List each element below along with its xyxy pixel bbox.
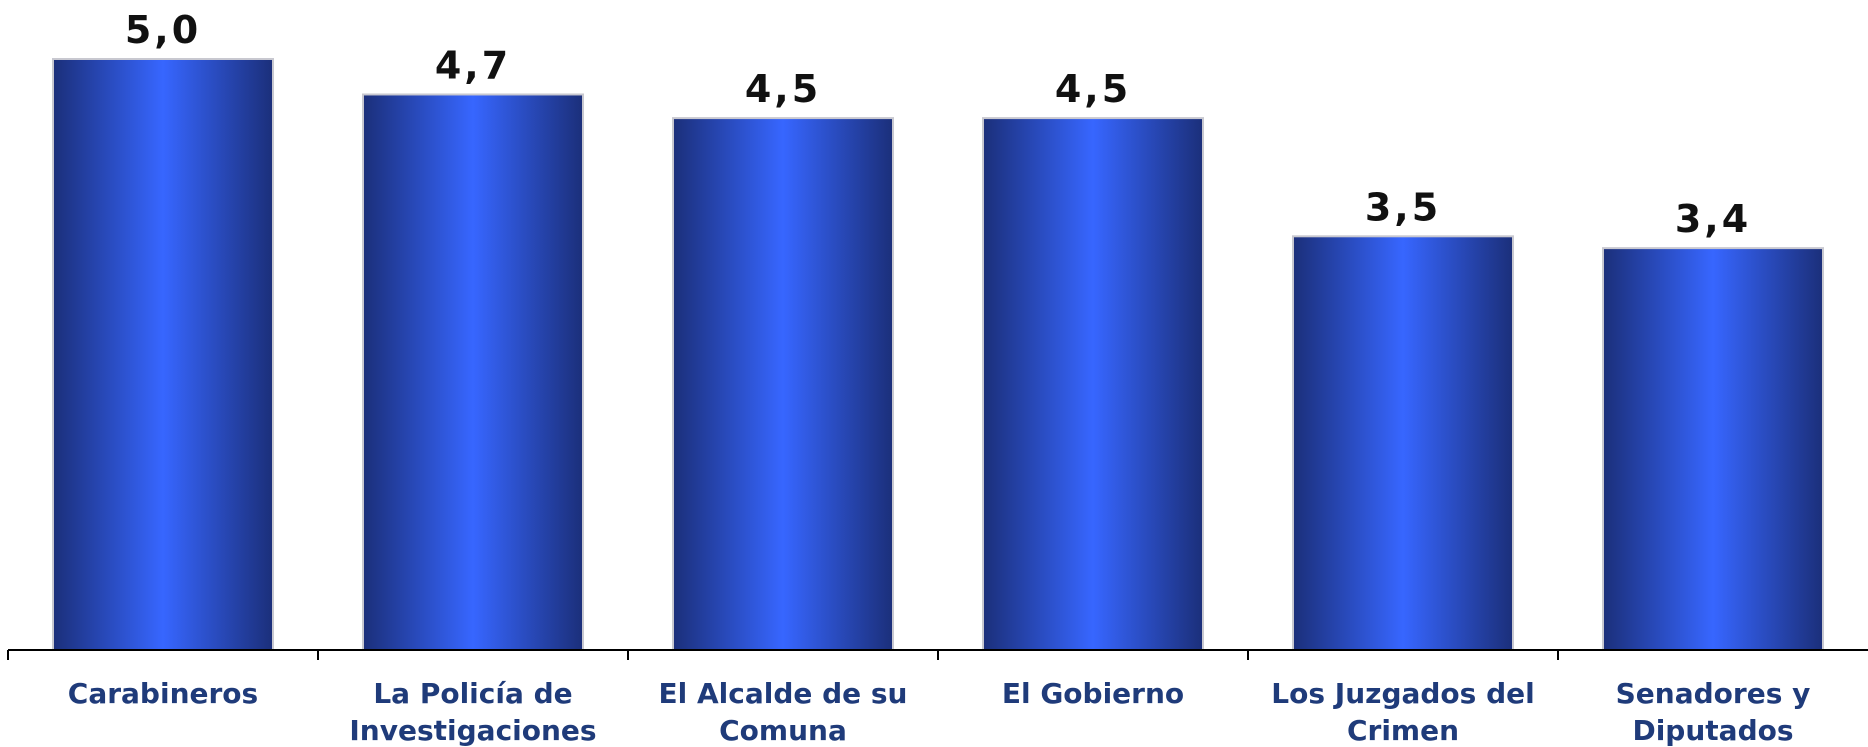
data-label: 4,7 xyxy=(435,43,511,87)
category-label: Diputados xyxy=(1632,714,1793,747)
data-label: 4,5 xyxy=(1055,67,1131,111)
x-axis xyxy=(7,649,1868,660)
category-label: Investigaciones xyxy=(349,714,596,747)
category-label: Crimen xyxy=(1347,714,1459,747)
bar xyxy=(672,117,894,652)
data-label: 3,4 xyxy=(1675,197,1751,241)
bar xyxy=(362,93,584,651)
category-label: El Alcalde de su xyxy=(659,677,908,710)
data-label: 3,5 xyxy=(1365,185,1441,229)
data-label: 5,0 xyxy=(125,8,201,52)
bars xyxy=(52,58,1824,652)
category-label: Senadores y xyxy=(1616,677,1811,710)
bar xyxy=(982,117,1204,652)
category-label: Carabineros xyxy=(68,677,258,710)
category-label: El Gobierno xyxy=(1002,677,1184,710)
data-label: 4,5 xyxy=(745,67,821,111)
bar xyxy=(1602,247,1824,651)
bar xyxy=(52,58,274,651)
labels: 5,0 Carabineros 4,7 La Policía de Investigac… xyxy=(68,8,1811,747)
category-label: Comuna xyxy=(719,714,847,747)
category-label: Los Juzgados del xyxy=(1271,677,1534,710)
category-label: La Policía de xyxy=(373,677,572,710)
bar xyxy=(1292,235,1514,652)
